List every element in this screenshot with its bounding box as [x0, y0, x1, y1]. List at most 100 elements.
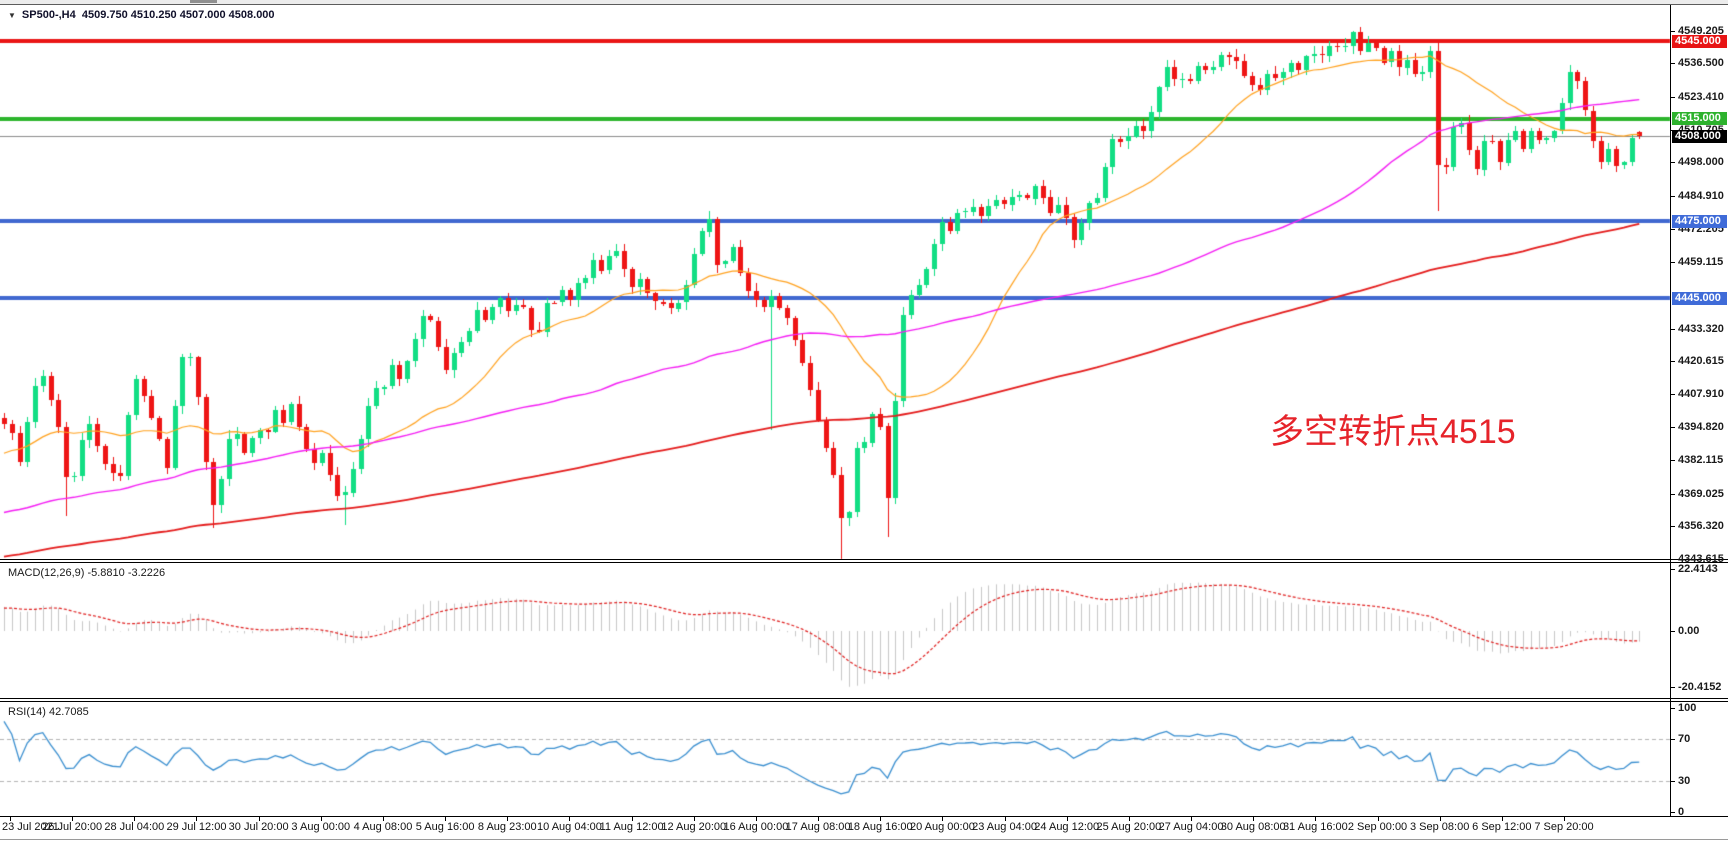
- axis-tick: [1670, 526, 1675, 527]
- axis-tick: [756, 817, 757, 821]
- time-axis-label: 2 Sep 00:00: [1347, 821, 1408, 833]
- rsi-axis-label: 100: [1678, 702, 1697, 714]
- time-axis-label: 6 Sep 12:00: [1472, 821, 1532, 833]
- axis-tick: [1670, 162, 1675, 163]
- macd-axis-label: -20.4152: [1678, 681, 1722, 694]
- price-axis-label: 4498.000: [1678, 156, 1724, 169]
- axis-tick: [1670, 569, 1675, 570]
- price-axis-label: 4484.910: [1678, 189, 1724, 202]
- time-axis-label: 30 Aug 08:00: [1220, 821, 1286, 833]
- axis-tick: [507, 817, 508, 821]
- chart-text-annotation: 多空转折点4515: [1270, 413, 1516, 451]
- axis-tick: [445, 817, 446, 821]
- price-badge: 4515.000: [1672, 112, 1727, 126]
- axis-tick: [1315, 817, 1316, 821]
- time-axis-label: 20 Aug 00:00: [909, 821, 975, 833]
- axis-tick: [818, 817, 819, 821]
- time-axis-label: 18 Aug 16:00: [847, 821, 913, 833]
- axis-tick: [1670, 361, 1675, 362]
- symbol-period-label: SP500-,H4: [21, 9, 76, 21]
- axis-tick: [196, 817, 197, 821]
- price-badge: 4508.000: [1672, 130, 1727, 144]
- chevron-down-icon[interactable]: ▼: [8, 11, 16, 20]
- price-badge: 4475.000: [1672, 214, 1727, 228]
- axis-tick: [1670, 427, 1675, 428]
- axis-tick: [942, 817, 943, 821]
- axis-tick: [1670, 460, 1675, 461]
- axis-tick: [1670, 687, 1675, 688]
- price-axis-label: 4343.615: [1678, 553, 1724, 566]
- time-axis-label: 26 Jul 20:00: [42, 821, 103, 833]
- price-axis-label: 4382.115: [1678, 454, 1724, 467]
- time-axis-label: 4 Aug 08:00: [353, 821, 413, 833]
- price-axis-label: 4394.820: [1678, 421, 1724, 434]
- time-axis-label: 3 Sep 08:00: [1410, 821, 1470, 833]
- price-axis-label: 4420.615: [1678, 355, 1724, 368]
- time-axis-line: [0, 816, 1728, 817]
- axis-tick: [1670, 559, 1675, 560]
- time-axis-label: 12 Aug 20:00: [661, 821, 727, 833]
- axis-tick: [1670, 781, 1675, 782]
- axis-tick: [1191, 817, 1192, 821]
- time-axis-label: 29 Jul 12:00: [166, 821, 227, 833]
- time-axis-label: 28 Jul 04:00: [104, 821, 165, 833]
- time-axis-label: 8 Aug 23:00: [477, 821, 537, 833]
- macd-axis-label: 22.4143: [1678, 563, 1718, 576]
- price-axis-label: 4433.320: [1678, 322, 1724, 335]
- rsi-axis-label: 30: [1678, 774, 1691, 787]
- ohlc-values: 4509.750 4510.250 4507.000 4508.000: [81, 9, 275, 21]
- axis-tick: [383, 817, 384, 821]
- axis-tick: [1253, 817, 1254, 821]
- axis-tick: [259, 817, 260, 821]
- axis-tick: [1670, 739, 1675, 740]
- time-axis-label: 10 Aug 04:00: [537, 821, 602, 833]
- time-axis-label: 11 Aug 12:00: [599, 821, 664, 833]
- rsi-indicator-label: RSI(14) 42.7085: [8, 706, 89, 718]
- macd-axis-label: 0.00: [1678, 625, 1700, 637]
- axis-tick: [1670, 229, 1675, 230]
- panel-divider[interactable]: [0, 559, 1728, 560]
- price-axis-line: [1670, 5, 1671, 817]
- panel-divider[interactable]: [0, 701, 1728, 702]
- axis-tick: [72, 817, 73, 821]
- window-top-border: [0, 4, 1728, 5]
- time-axis-label: 24 Aug 12:00: [1034, 821, 1100, 833]
- axis-tick: [1670, 97, 1675, 98]
- axis-tick: [1670, 63, 1675, 64]
- axis-tick: [1502, 817, 1503, 821]
- axis-tick: [1005, 817, 1006, 821]
- time-axis-label: 3 Aug 00:00: [291, 821, 351, 833]
- chart-title: ▼ SP500-,H4 4509.750 4510.250 4507.000 45…: [8, 9, 275, 21]
- window-bottom-border: [0, 839, 1728, 840]
- axis-tick: [1670, 394, 1675, 395]
- time-axis-label: 17 Aug 08:00: [785, 821, 851, 833]
- axis-tick: [1670, 262, 1675, 263]
- time-axis-label: 5 Aug 16:00: [415, 821, 475, 833]
- rsi-axis-label: 70: [1678, 733, 1691, 746]
- price-badge: 4445.000: [1672, 291, 1727, 305]
- time-axis-label: 23 Jul 2021: [2, 821, 59, 833]
- panel-divider[interactable]: [0, 698, 1728, 699]
- price-axis-label: 4356.320: [1678, 520, 1724, 533]
- axis-tick: [1670, 31, 1675, 32]
- price-axis-label: 4523.410: [1678, 90, 1724, 103]
- time-axis-label: 7 Sep 20:00: [1534, 821, 1594, 833]
- axis-tick: [134, 817, 135, 821]
- axis-tick: [1564, 817, 1565, 821]
- axis-tick: [321, 817, 322, 821]
- panel-divider[interactable]: [0, 562, 1728, 563]
- price-badge: 4545.000: [1672, 34, 1727, 48]
- axis-tick: [1670, 708, 1675, 709]
- price-axis-label: 4536.500: [1678, 57, 1724, 70]
- time-axis-label: 30 Jul 20:00: [228, 821, 289, 833]
- price-axis-label: 4459.115: [1678, 256, 1724, 269]
- axis-tick: [10, 817, 11, 821]
- horizontal-scrollbar[interactable]: [0, 0, 1728, 4]
- time-axis-label: 25 Aug 20:00: [1096, 821, 1162, 833]
- axis-tick: [1129, 817, 1130, 821]
- axis-tick: [569, 817, 570, 821]
- scrollbar-thumb[interactable]: [190, 0, 217, 3]
- axis-tick: [1670, 329, 1675, 330]
